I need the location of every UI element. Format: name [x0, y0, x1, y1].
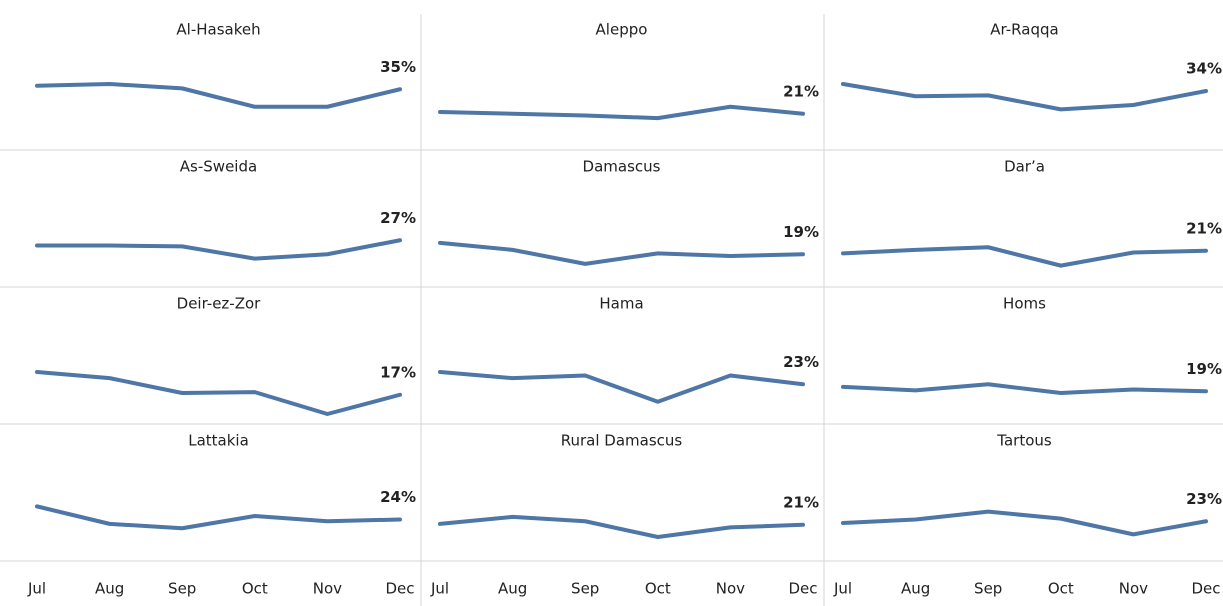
panel-title: Al-Hasakeh [176, 21, 260, 39]
line [438, 514, 805, 539]
x-tick-label: Jul [833, 580, 852, 598]
x-tick-label: Oct [242, 580, 268, 598]
x-tick-label: Jul [430, 580, 449, 598]
panel-title: Damascus [583, 158, 661, 176]
x-tick-label: Dec [385, 580, 414, 598]
data-label: 21% [1186, 219, 1222, 237]
line [841, 245, 1208, 268]
panel-title: As-Sweida [180, 158, 257, 176]
line [438, 370, 805, 404]
line [35, 504, 402, 531]
panel-title: Ar-Raqqa [990, 21, 1058, 39]
panel-title: Hama [599, 295, 643, 313]
x-tick-label: Jul [27, 580, 46, 598]
line [35, 82, 402, 109]
data-label: 21% [783, 82, 819, 100]
x-tick-label: Aug [95, 580, 124, 598]
x-tick-label: Nov [313, 580, 342, 598]
x-tick-label: Sep [168, 580, 196, 598]
data-label: 35% [380, 58, 416, 76]
line [841, 382, 1208, 395]
data-label: 27% [380, 209, 416, 227]
panel-title: Aleppo [596, 21, 648, 39]
data-label: 19% [1186, 360, 1222, 378]
x-tick-label: Dec [1191, 580, 1220, 598]
line [438, 240, 805, 266]
data-label: 34% [1186, 60, 1222, 78]
data-label: 17% [380, 363, 416, 381]
x-tick-label: Sep [571, 580, 599, 598]
line [841, 509, 1208, 537]
data-label: 23% [783, 353, 819, 371]
x-tick-label: Oct [1048, 580, 1074, 598]
data-label: 23% [1186, 490, 1222, 508]
line [35, 370, 402, 416]
panel-title: Deir-ez-Zor [177, 295, 262, 313]
x-tick-label: Aug [498, 580, 527, 598]
panel-title: Lattakia [188, 432, 249, 450]
panel-title: Rural Damascus [561, 432, 683, 450]
panel-title: Tartous [996, 432, 1052, 450]
x-tick-label: Aug [901, 580, 930, 598]
x-tick-label: Sep [974, 580, 1002, 598]
data-label: 19% [783, 223, 819, 241]
panel-title: Dar’a [1004, 158, 1045, 176]
data-label: 24% [380, 488, 416, 506]
line [35, 238, 402, 261]
x-tick-label: Nov [716, 580, 745, 598]
x-tick-label: Oct [645, 580, 671, 598]
line [841, 82, 1208, 112]
line [438, 104, 805, 121]
panel-title: Homs [1003, 295, 1046, 313]
x-tick-label: Dec [788, 580, 817, 598]
data-label: 21% [783, 493, 819, 511]
x-tick-label: Nov [1119, 580, 1148, 598]
